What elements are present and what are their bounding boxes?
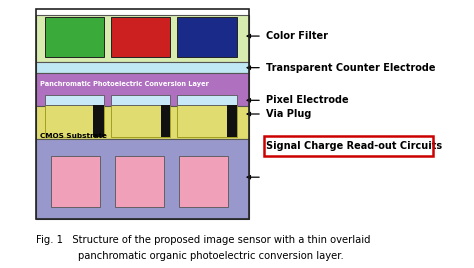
Text: Panchromatic Photoelectric Conversion Layer: Panchromatic Photoelectric Conversion La… [40,81,210,87]
Bar [36,106,249,139]
Bar [161,105,171,137]
Text: Pixel Electrode: Pixel Electrode [266,95,349,105]
Bar [177,17,237,57]
Bar [36,73,249,106]
Bar [36,9,249,219]
Text: panchromatic organic photoelectric conversion layer.: panchromatic organic photoelectric conve… [78,251,344,261]
Bar [36,139,249,219]
Bar [111,95,171,105]
Bar [51,156,100,207]
Bar [227,105,237,137]
Bar [177,105,237,137]
Bar [36,15,249,62]
Bar [45,105,104,137]
Text: Transparent Counter Electrode: Transparent Counter Electrode [266,63,436,73]
Bar [179,156,228,207]
Bar [45,95,104,105]
Bar [115,156,164,207]
Bar [111,105,171,137]
Bar [177,95,237,105]
Bar [93,105,104,137]
Text: Fig. 1   Structure of the proposed image sensor with a thin overlaid: Fig. 1 Structure of the proposed image s… [36,235,371,245]
Bar [111,17,171,57]
Text: Via Plug: Via Plug [266,109,312,119]
Bar [264,136,433,156]
Bar [45,17,104,57]
Text: Color Filter: Color Filter [266,31,328,41]
Bar [36,62,249,73]
Text: Signal Charge Read-out Circuits: Signal Charge Read-out Circuits [266,141,443,151]
Text: CMOS Substrate: CMOS Substrate [40,133,107,139]
